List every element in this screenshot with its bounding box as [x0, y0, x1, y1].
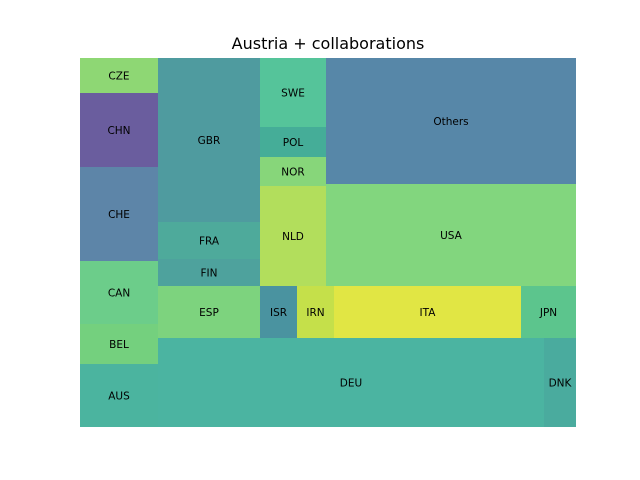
tile-irn [297, 286, 334, 338]
tile-nor [260, 157, 326, 186]
tile-cze [80, 58, 158, 93]
tile-che [80, 167, 158, 261]
tile-jpn [521, 286, 576, 338]
tile-swe [260, 58, 326, 127]
tile-label-gbr: GBR [198, 135, 221, 147]
tile-label-cze: CZE [108, 71, 129, 83]
tile-deu [158, 338, 544, 427]
tile-label-aus: AUS [108, 391, 130, 403]
tile-label-irn: IRN [306, 307, 324, 319]
tile-label-pol: POL [283, 137, 304, 149]
tile-label-can: CAN [108, 288, 130, 300]
tile-fra [158, 222, 260, 259]
tile-label-others: Others [433, 116, 468, 128]
tile-others [326, 58, 576, 184]
treemap-tiles: AUS BEL CAN CHE CHN CZE DEU DNK ESP FIN FRA GBR ISR I… [80, 58, 576, 427]
chart-title: Austria + collaborations [232, 34, 425, 53]
tile-label-fin: FIN [201, 268, 218, 280]
tile-label-esp: ESP [199, 307, 219, 319]
tile-label-chn: CHN [107, 125, 130, 137]
tile-nld [260, 186, 326, 286]
tile-label-nld: NLD [282, 231, 304, 243]
tile-label-bel: BEL [109, 339, 129, 351]
tile-ita [334, 286, 521, 338]
tile-fin [158, 259, 260, 286]
tile-label-fra: FRA [199, 236, 220, 248]
tile-label-deu: DEU [340, 378, 362, 390]
tile-label-usa: USA [440, 230, 463, 242]
tile-chn [80, 93, 158, 167]
tile-label-ita: ITA [420, 307, 437, 319]
tile-esp [158, 286, 260, 338]
tile-usa [326, 184, 576, 286]
tile-label-che: CHE [108, 209, 130, 221]
tile-isr [260, 286, 297, 338]
tile-label-isr: ISR [270, 307, 287, 319]
tile-dnk [544, 338, 576, 427]
tile-pol [260, 127, 326, 157]
tile-label-nor: NOR [281, 167, 304, 179]
tile-gbr [158, 58, 260, 222]
tile-label-swe: SWE [281, 88, 305, 100]
tile-aus [80, 364, 158, 427]
tile-label-dnk: DNK [549, 378, 573, 390]
tile-label-jpn: JPN [539, 307, 557, 319]
tile-bel [80, 324, 158, 364]
tile-can [80, 261, 158, 324]
